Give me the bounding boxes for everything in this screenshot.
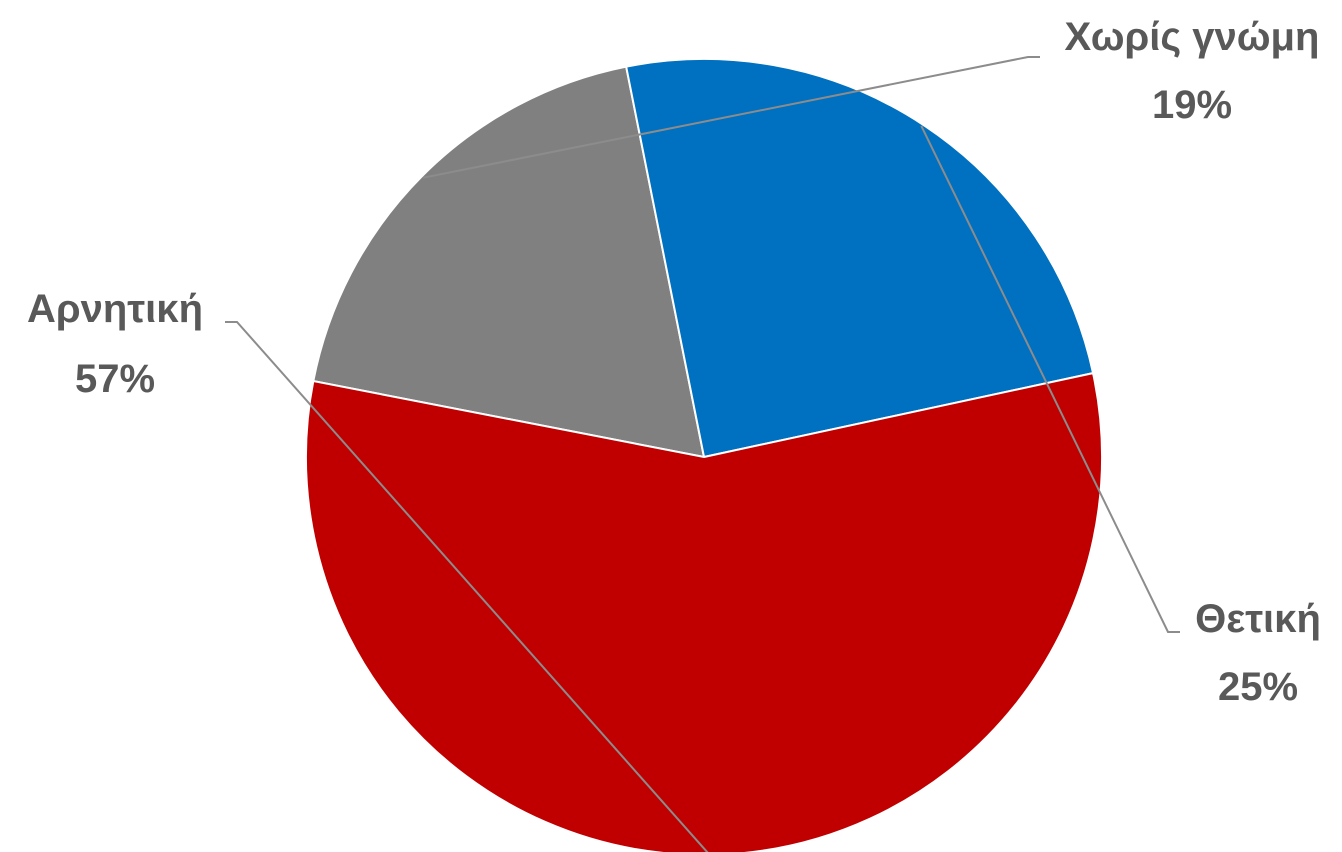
slice-positive <box>624 58 1095 459</box>
leader-negative <box>225 321 709 852</box>
leader-lines <box>225 56 1180 852</box>
slice-label-positive: Θετική <box>1195 597 1321 641</box>
slice-no-opinion <box>312 65 706 459</box>
slice-value-no-opinion: 19% <box>1152 83 1232 127</box>
pie-slices <box>305 58 1103 852</box>
leader-positive <box>920 125 1180 633</box>
slice-label-negative: Αρνητική <box>27 287 203 331</box>
slice-label-no-opinion: Χωρίς γνώμη <box>1065 15 1320 59</box>
data-labels: Χωρίς γνώμη 19% Θετική 25% Αρνητική 57% <box>27 15 1321 709</box>
slice-value-negative: 57% <box>75 357 155 401</box>
slice-negative <box>305 371 1103 852</box>
leader-no-opinion <box>423 56 1040 179</box>
slice-value-positive: 25% <box>1218 665 1298 709</box>
